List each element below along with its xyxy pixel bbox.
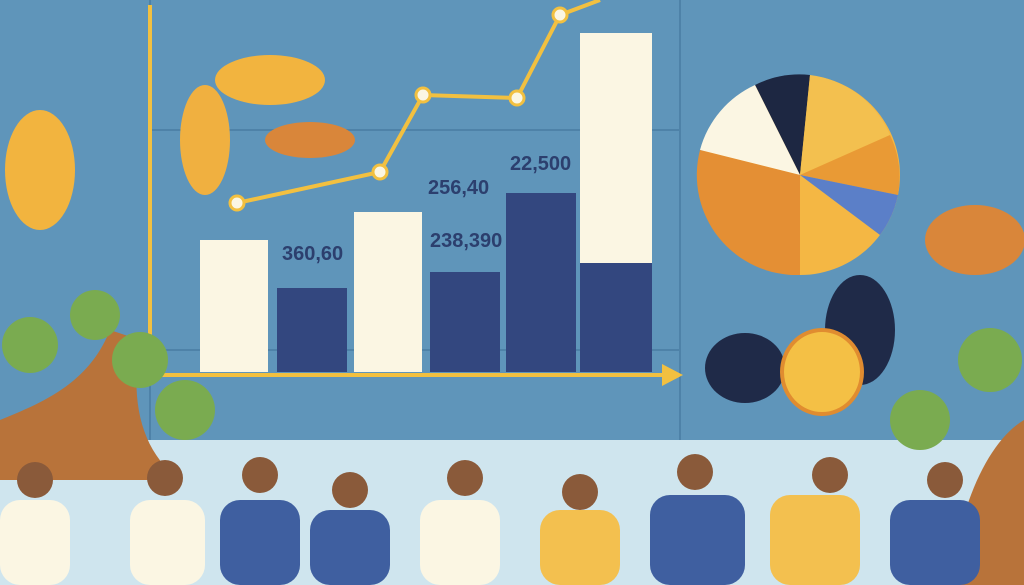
pie-slice	[755, 74, 810, 175]
fruit	[925, 205, 1024, 275]
bar-label: 238,390	[430, 230, 502, 252]
head	[332, 472, 368, 508]
leaf	[70, 290, 120, 340]
head	[562, 474, 598, 510]
head	[17, 462, 53, 498]
bar	[580, 263, 652, 372]
person	[220, 500, 300, 585]
head	[147, 460, 183, 496]
person	[420, 500, 500, 585]
bar-label: 360,60	[282, 243, 343, 265]
head	[927, 462, 963, 498]
point	[508, 89, 526, 107]
leaf	[958, 328, 1022, 392]
fruit	[780, 328, 864, 416]
person	[0, 500, 70, 585]
people	[0, 454, 980, 585]
person	[890, 500, 980, 585]
bar-label: 256,40	[428, 177, 489, 199]
leaf	[890, 390, 950, 450]
bar	[580, 33, 652, 263]
pie-slice	[800, 75, 890, 175]
person	[770, 495, 860, 585]
point	[551, 6, 569, 24]
person	[130, 500, 205, 585]
leaf	[112, 332, 168, 388]
pie-slice	[696, 150, 800, 276]
fruit	[180, 85, 230, 195]
axis-arrow	[662, 364, 683, 386]
bar	[430, 272, 500, 372]
bar-label: 22,500	[510, 153, 571, 175]
person	[540, 510, 620, 585]
head	[677, 454, 713, 490]
fruit	[705, 333, 785, 403]
fruit	[215, 55, 325, 105]
bar	[354, 212, 422, 372]
bars	[200, 33, 652, 372]
fruit	[5, 110, 75, 230]
head	[242, 457, 278, 493]
pie-slice	[700, 85, 800, 175]
tree-leaves	[2, 290, 1022, 450]
bar	[506, 193, 576, 372]
pie-slice	[800, 135, 900, 195]
point	[371, 163, 389, 181]
head	[447, 460, 483, 496]
person	[310, 510, 390, 585]
trend-points	[228, 6, 569, 212]
fruit	[265, 122, 355, 158]
pie	[696, 74, 900, 276]
point	[414, 86, 432, 104]
person	[650, 495, 745, 585]
head	[812, 457, 848, 493]
bar	[200, 240, 268, 372]
bar	[277, 288, 347, 372]
point	[228, 194, 246, 212]
leaf	[155, 380, 215, 440]
pie-slice	[800, 175, 898, 235]
leaf	[2, 317, 58, 373]
